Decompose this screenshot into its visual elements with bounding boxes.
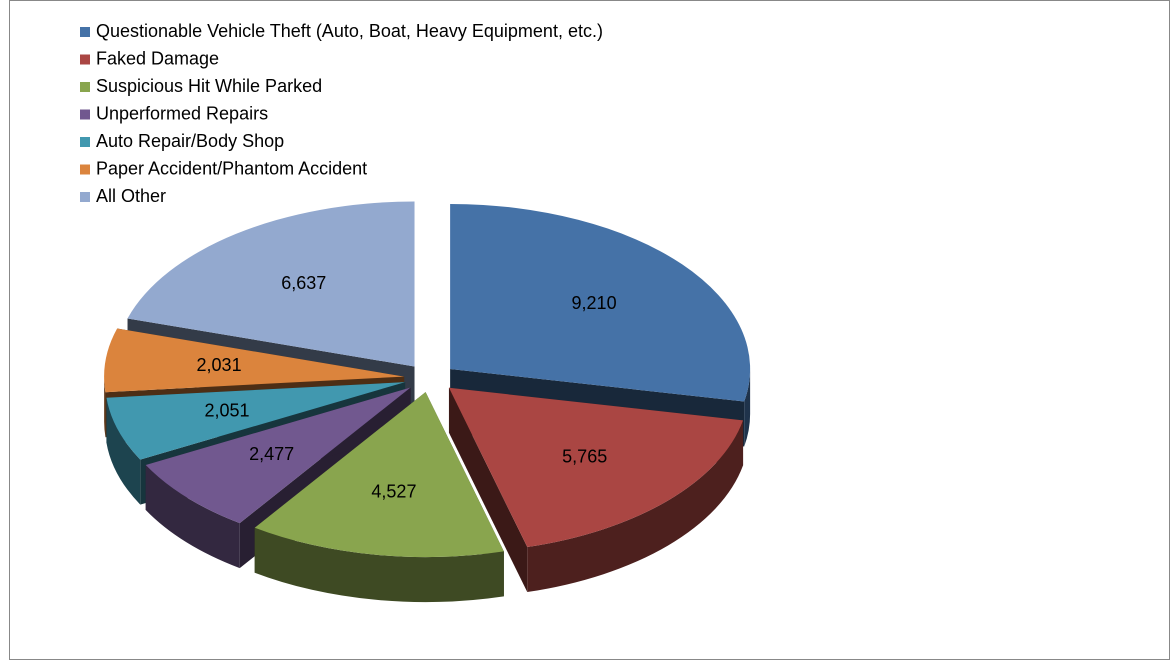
legend-swatch [80,82,90,92]
slice-side [106,397,141,505]
slice-wall [448,387,528,593]
slice [145,387,411,524]
legend-swatch [80,109,90,120]
slice-side [527,420,744,593]
legend-swatch [80,164,90,175]
slice [448,387,744,548]
data-label: 2,477 [249,444,294,464]
data-label: 2,031 [197,355,242,375]
legend-label: Auto Repair/Body Shop [96,131,284,151]
legend-label: All Other [96,186,166,206]
data-label: 5,765 [562,446,607,466]
slice-side [254,527,504,603]
data-label: 4,527 [371,482,416,502]
slice-side [145,465,240,569]
slice-side [104,376,106,438]
legend-swatch [80,192,90,202]
legend-label: Paper Accident/Phantom Accident [96,158,367,178]
slice [106,382,406,460]
legend-swatch [80,137,90,147]
legend-label: Questionable Vehicle Theft (Auto, Boat, … [96,21,603,41]
slice [127,201,415,367]
slice [254,392,504,558]
data-label: 9,210 [572,293,617,313]
legend-swatch [80,27,90,37]
slice [450,203,751,402]
legend-label: Unperformed Repairs [96,103,268,123]
data-label: 6,637 [281,273,326,293]
slice [104,328,405,393]
legend-swatch [80,54,90,65]
legend-label: Suspicious Hit While Parked [96,76,322,96]
slice-side [744,368,751,447]
legend-label: Faked Damage [96,48,219,68]
data-label: 2,051 [204,400,249,420]
